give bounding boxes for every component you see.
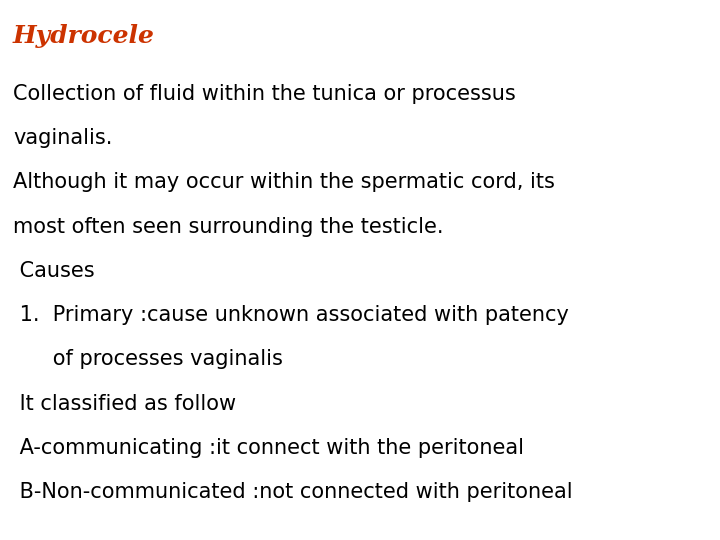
Text: Causes: Causes	[13, 261, 94, 281]
Text: 1.  Primary :cause unknown associated with patency: 1. Primary :cause unknown associated wit…	[13, 305, 569, 325]
Text: of processes vaginalis: of processes vaginalis	[13, 349, 283, 369]
Text: Collection of fluid within the tunica or processus: Collection of fluid within the tunica or…	[13, 84, 516, 104]
Text: It classified as follow: It classified as follow	[13, 394, 236, 414]
Text: Although it may occur within the spermatic cord, its: Although it may occur within the spermat…	[13, 172, 555, 192]
Text: Hydrocele: Hydrocele	[13, 24, 155, 48]
Text: most often seen surrounding the testicle.: most often seen surrounding the testicle…	[13, 217, 444, 237]
Text: A-communicating :it connect with the peritoneal: A-communicating :it connect with the per…	[13, 438, 524, 458]
Text: vaginalis.: vaginalis.	[13, 128, 112, 148]
Text: B-Non-communicated :not connected with peritoneal: B-Non-communicated :not connected with p…	[13, 482, 572, 502]
